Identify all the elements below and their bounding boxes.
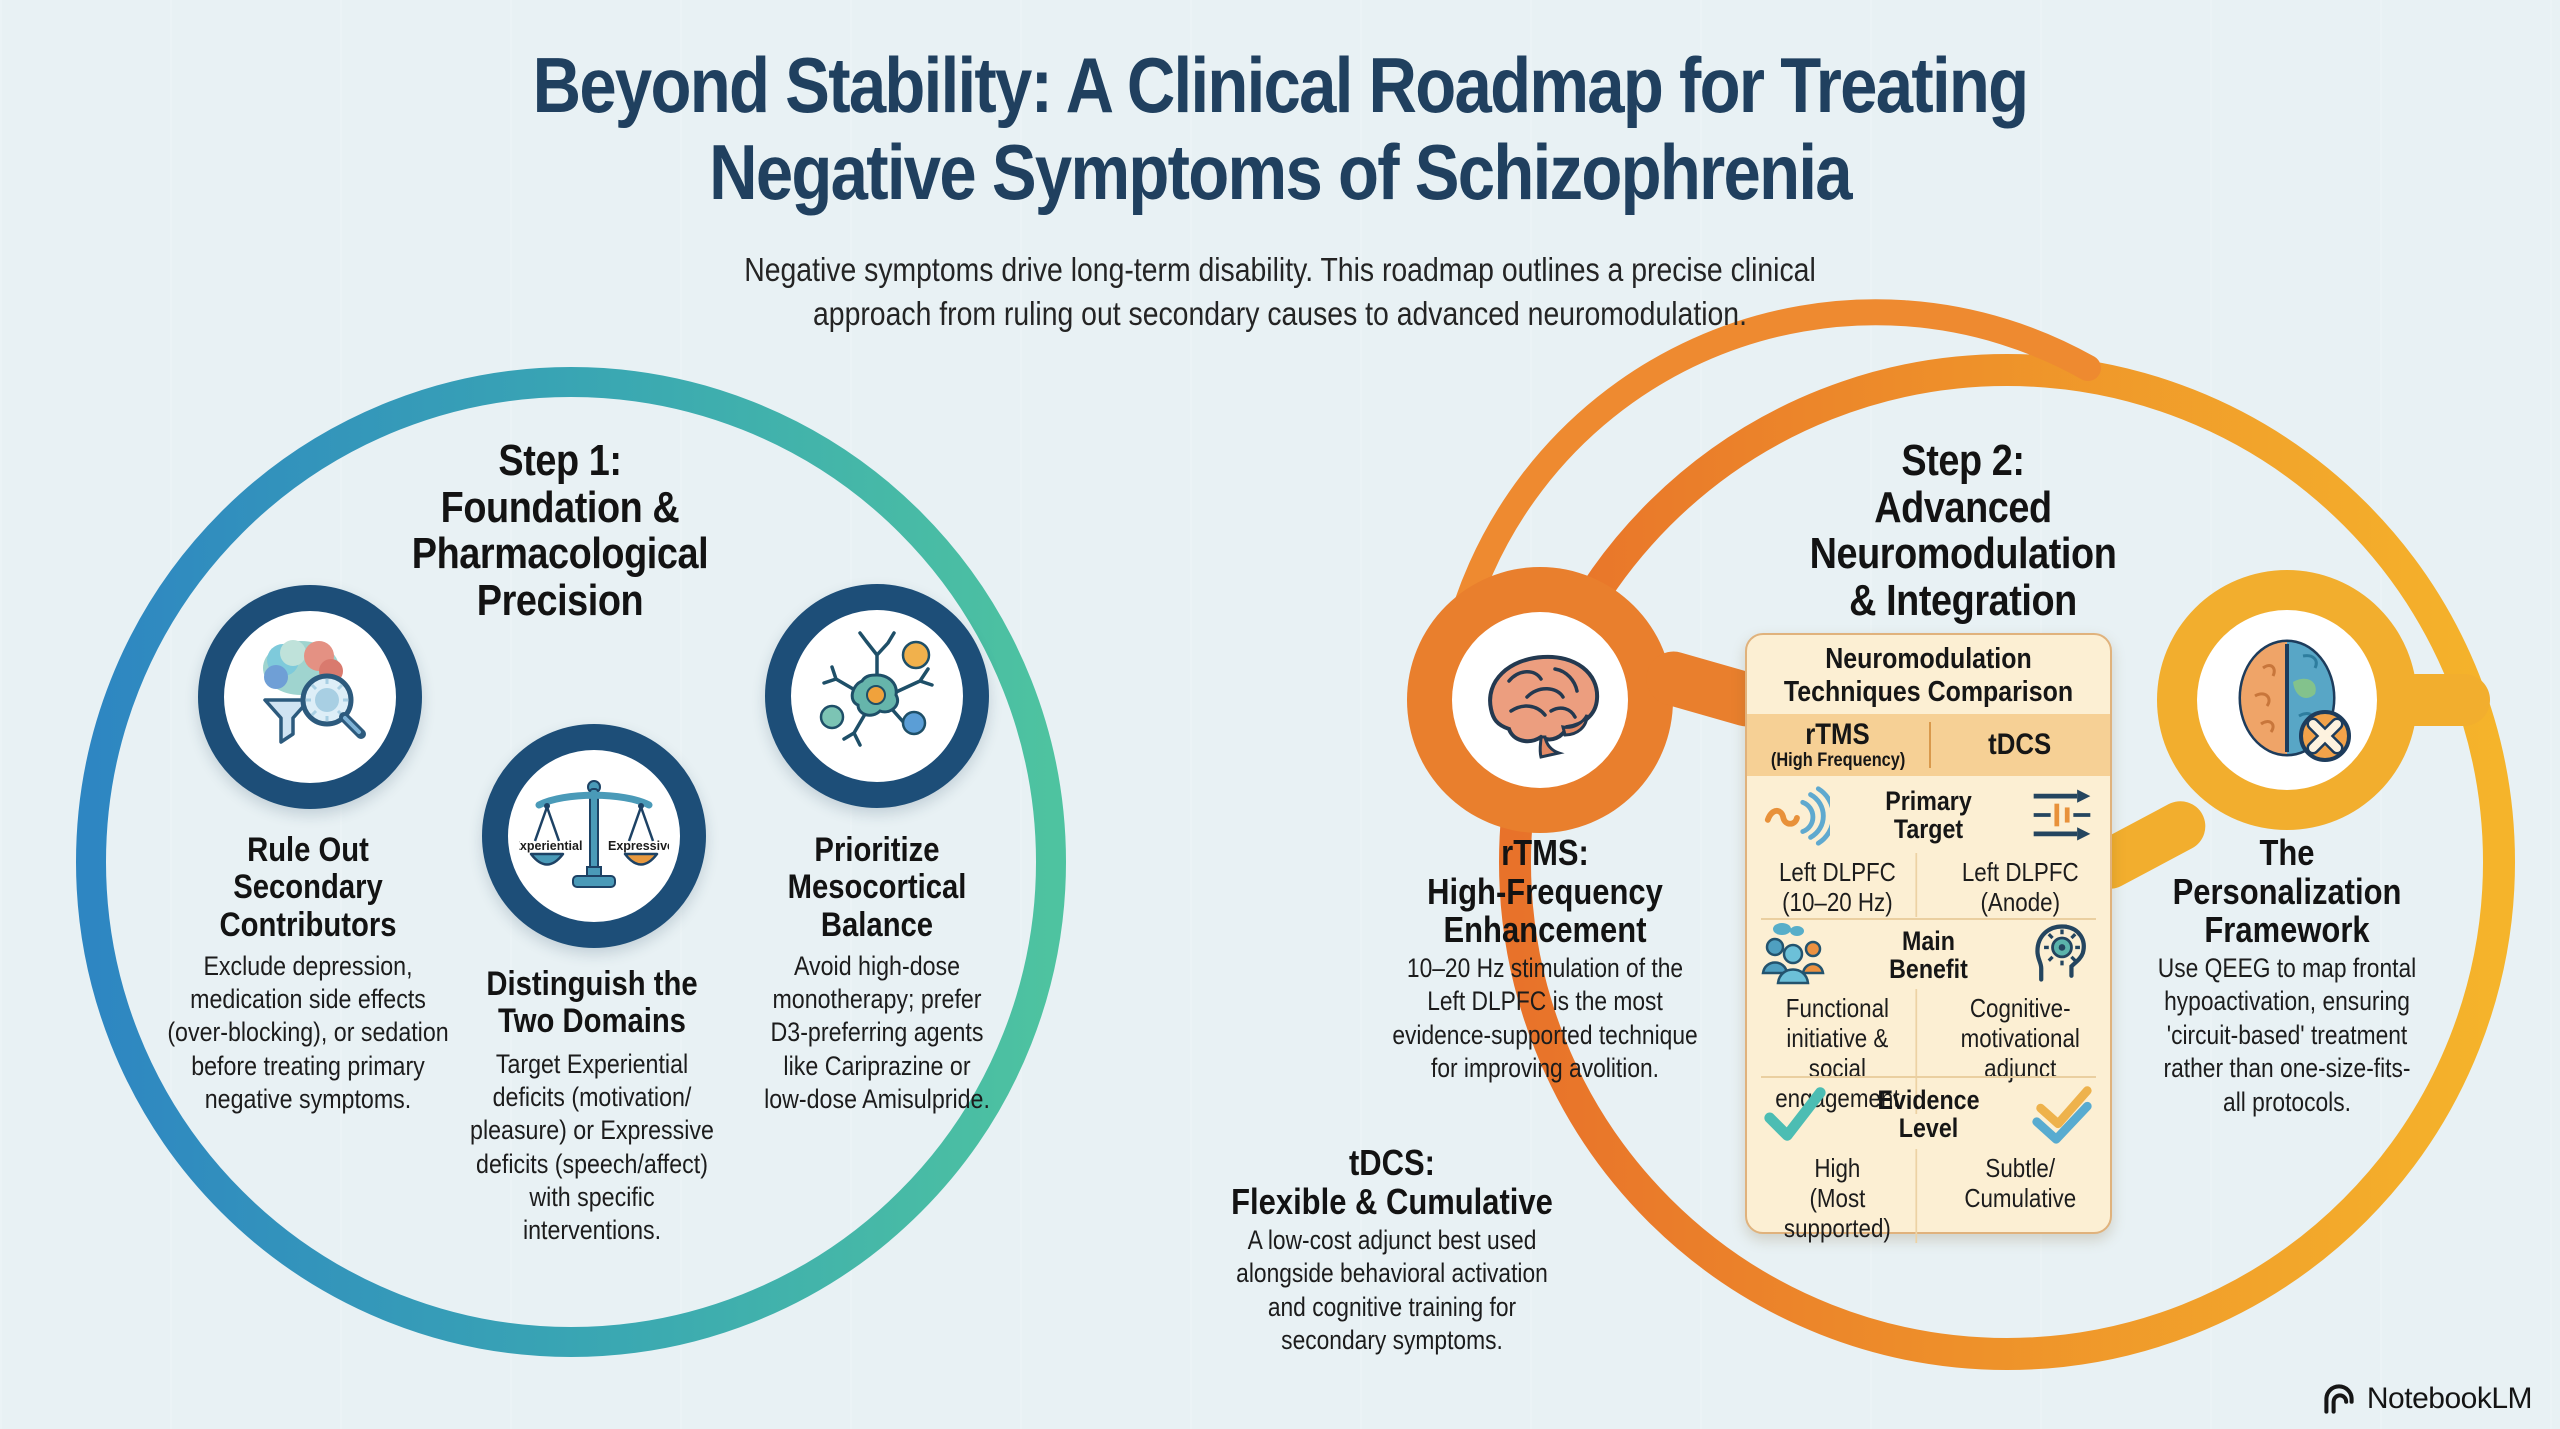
col-tdcs-label: tDCS	[1987, 728, 2051, 761]
step1-item3-title: Prioritize Mesocortical Balance	[787, 831, 967, 944]
step1-item1-body: Exclude depression, medication side effe…	[167, 951, 449, 1114]
step1-ring	[76, 367, 1066, 1357]
comparison-col-tdcs: tDCS	[1929, 714, 2111, 776]
watermark: NotebookLM	[2321, 1381, 2533, 1417]
step1-heading: Step 1: Foundation & Pharmacological Pre…	[411, 436, 709, 625]
personalization-body: Use QEEG to map frontal hypoactivation, …	[2157, 953, 2417, 1117]
row2-label: Main Benefit	[1889, 925, 1968, 984]
step1-item2-title: Distinguish the Two Domains	[486, 965, 698, 1041]
neuron-receptors-icon	[819, 631, 934, 747]
brain-top-qeeg-icon	[2238, 639, 2351, 762]
personalization-node-circle	[2197, 610, 2377, 790]
tms-coil-icon	[1764, 786, 1830, 846]
scale-left-label: Experiential	[519, 839, 582, 853]
step2-heading: Step 2: Advanced Neuromodulation & Integ…	[1809, 436, 2117, 625]
brain-side-icon	[1488, 654, 1600, 759]
row2-tdcs-value: Cognitive- motivational adjunct	[1960, 993, 2080, 1084]
header-divider	[1928, 722, 1931, 768]
tdcs-body: A low-cost adjunct best used alongside b…	[1236, 1225, 1548, 1356]
scale-right-label: Expressive	[608, 839, 669, 853]
row-evidence-level: Evidence Level High (Most supported) Sub…	[1747, 1079, 2110, 1244]
page-subtitle: Negative symptoms drive long-term disabi…	[744, 251, 1816, 332]
step2-inner-arc	[1440, 299, 2101, 668]
notebooklm-logo-icon	[2324, 1384, 2354, 1414]
double-checkmark-icon	[2032, 1086, 2092, 1144]
row3-tdcs-value: Subtle/ Cumulative	[1963, 1153, 2076, 1214]
row1-rtms-value: Left DLPFC (10–20 Hz)	[1760, 852, 1917, 917]
col-rtms-sublabel: (High Frequency)	[1770, 749, 1905, 771]
personalization-ring-connector	[2390, 674, 2490, 726]
row-primary-target: Primary Target Left DLPFC (10–20 Hz) Lef…	[1747, 777, 2110, 917]
row1-tdcs-value: Left DLPFC (Anode)	[1961, 856, 2079, 917]
current-flow-icon	[2033, 789, 2091, 841]
step1-item3-body: Avoid high-dose monotherapy; prefer D3-p…	[764, 951, 990, 1114]
step1-item2-circle: Experiential Expressive	[482, 724, 706, 948]
head-gear-icon	[2035, 924, 2086, 982]
step1-item3-circle	[765, 584, 989, 808]
row-main-benefit: Main Benefit Functional initiative & soc…	[1747, 921, 2110, 1114]
row-divider-2	[1761, 1076, 2096, 1078]
step1-item1-title: Rule Out Secondary Contributors	[219, 831, 397, 944]
comparison-card: Neuromodulation Techniques Comparison rT…	[1745, 633, 2112, 1244]
personalization-card-connector	[2084, 801, 2206, 889]
people-group-icon	[1761, 923, 1825, 985]
row2-rtms-value: Functional initiative & social engagemen…	[1760, 989, 1917, 1114]
notebooklm-wordmark: NotebookLM	[2366, 1382, 2533, 1415]
step2-ring	[1499, 354, 2515, 1370]
row-divider-1	[1761, 918, 2096, 920]
rtms-title: rTMS: High-Frequency Enhancement	[1427, 832, 1663, 951]
row3-label: Evidence Level	[1877, 1084, 1980, 1143]
personalization-title: The Personalization Framework	[2172, 832, 2402, 951]
col-rtms-label: rTMS	[1805, 717, 1871, 751]
balance-scale-icon: Experiential Expressive	[519, 780, 669, 888]
page-title: Beyond Stability: A Clinical Roadmap for…	[532, 41, 2030, 217]
comparison-title: Neuromodulation Techniques Comparison	[1783, 643, 2074, 709]
checkmark-icon	[1764, 1087, 1826, 1141]
rtms-body: 10–20 Hz stimulation of the Left DLPFC i…	[1392, 953, 1698, 1084]
brain-magnifier-funnel-icon	[263, 640, 366, 744]
step1-item2-body: Target Experiential deficits (motivation…	[470, 1049, 714, 1246]
rtms-node-circle	[1452, 612, 1628, 788]
row3-rtms-value: High (Most supported)	[1760, 1149, 1917, 1244]
rtms-card-connector	[1646, 651, 1774, 727]
row1-label: Primary Target	[1885, 785, 1972, 844]
comparison-col-rtms: rTMS (High Frequency)	[1747, 714, 1929, 776]
tdcs-title: tDCS: Flexible & Cumulative	[1231, 1142, 1553, 1222]
